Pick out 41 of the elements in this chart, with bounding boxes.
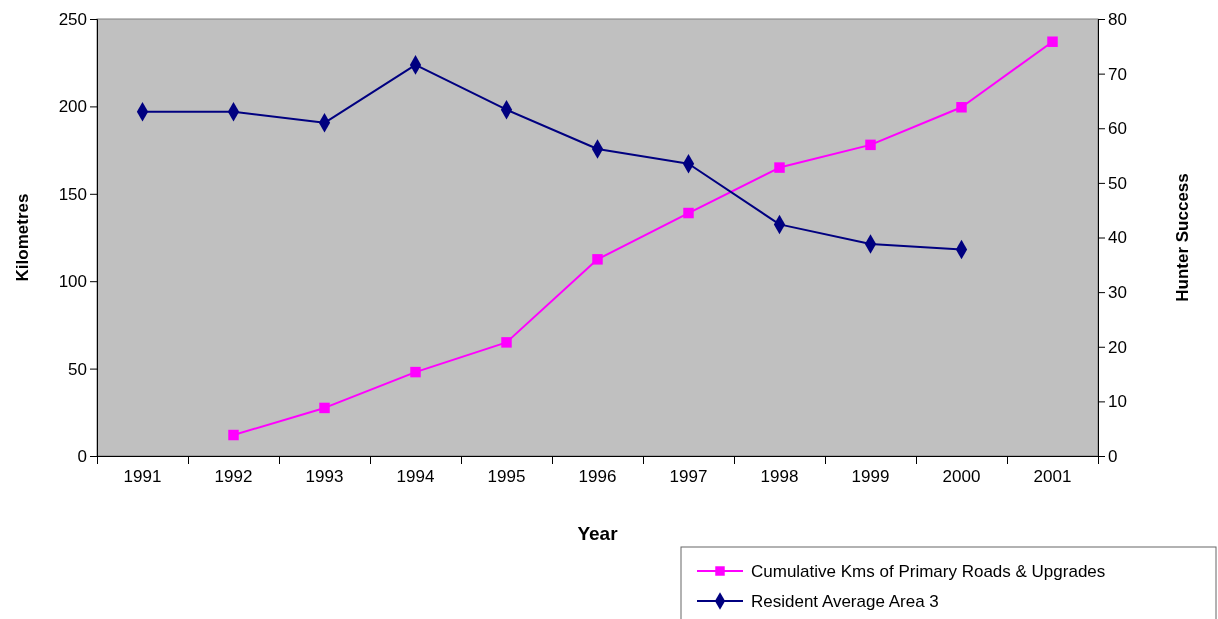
x-tick-label: 2000 [942,467,981,487]
y2-tick-label: 20 [1108,337,1127,357]
y2-tick-label: 40 [1108,228,1127,248]
x-tick-label: 1993 [305,467,344,487]
point [865,139,876,151]
x-tick-label: 1996 [578,467,617,487]
y-axis-title: Kilometres [13,193,32,282]
point [683,207,694,219]
point [592,254,603,265]
legend-label: Cumulative Kms of Primary Roads & Upgrades [751,562,1106,581]
y-tick-label: 0 [77,446,87,466]
x-tick-label: 1995 [487,467,526,487]
y2-tick-label: 80 [1108,9,1127,29]
y-tick-label: 100 [58,272,87,292]
x-tick-label: 1997 [669,467,708,487]
y2-tick-label: 30 [1108,283,1127,303]
x-tick-label: 1991 [123,467,162,487]
x-tick-label: 1999 [851,467,890,487]
x-tick-label: 1998 [760,467,799,487]
point [956,102,967,113]
point [501,337,512,348]
y-tick-label: 250 [58,9,87,29]
x-tick-label: 1994 [396,467,435,487]
y2-axis-title: Hunter Success [1173,173,1192,302]
point [774,162,785,173]
x-tick-label: 1992 [214,467,253,487]
y2-tick-label: 70 [1108,64,1127,84]
y-tick-label: 200 [58,97,87,117]
point [319,402,330,414]
y2-tick-label: 50 [1108,173,1127,193]
x-tick-label: 2001 [1033,467,1072,487]
y2-tick-label: 0 [1108,446,1118,466]
y2-tick-label: 10 [1108,392,1127,412]
y2-tick-label: 60 [1108,119,1127,139]
legend-label: Resident Average Area 3 [751,592,939,611]
point [410,366,421,378]
x-axis-title: Year [577,523,619,544]
point [1047,36,1058,47]
y-tick-label: 50 [68,359,87,379]
point [228,429,239,441]
y-tick-label: 150 [58,184,87,204]
